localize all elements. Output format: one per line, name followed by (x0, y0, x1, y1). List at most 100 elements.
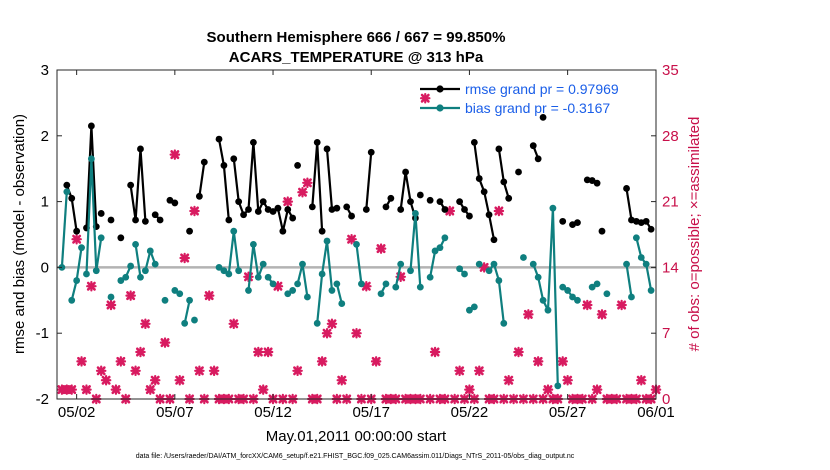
bias-data-point (122, 273, 130, 281)
rmse-data-point (461, 206, 468, 213)
rmse-data-point (73, 227, 81, 235)
obs-assimilated-marker (419, 92, 431, 104)
bias-data-point (284, 290, 292, 298)
obs-assimilated-marker (159, 337, 171, 348)
y-axis-label-left: rmse and bias (model - observation) (11, 114, 28, 354)
rmse-data-point (249, 138, 257, 146)
rmse-data-point (426, 196, 434, 204)
bias-data-point (176, 290, 184, 298)
chart-title-line2: ACARS_TEMPERATURE @ 313 hPa (229, 49, 484, 66)
rmse-data-point (156, 216, 164, 224)
rmse-data-point (485, 211, 493, 219)
obs-assimilated-marker (464, 384, 475, 395)
rmse-data-point (598, 227, 606, 235)
rmse-data-point (367, 148, 375, 156)
rmse-data-point (225, 216, 233, 224)
rmse-series-line (129, 147, 147, 222)
obs-assimilated-marker (115, 356, 127, 367)
y-axis-label-right: # of obs: o=possible; ×=assimilated (686, 117, 703, 352)
rmse-data-point (107, 216, 115, 224)
bias-data-point (83, 270, 90, 278)
bias-data-point (574, 296, 581, 304)
obs-assimilated-marker (523, 309, 534, 320)
obs-assimilated-marker (100, 374, 112, 386)
bias-data-point (171, 287, 179, 294)
rmse-data-point (593, 179, 601, 187)
rmse-data-point (240, 211, 247, 219)
bias-series-line (625, 263, 633, 298)
rmse-data-point (500, 178, 508, 186)
bias-data-point (161, 296, 169, 304)
bias-data-point (416, 283, 424, 291)
bias-data-point (623, 260, 630, 268)
obs-assimilated-marker (616, 299, 627, 311)
bias-series-line (355, 244, 363, 285)
obs-assimilated-marker (493, 205, 505, 217)
bias-data-point (259, 260, 267, 268)
rmse-data-point (515, 168, 522, 176)
rmse-data-point (495, 145, 503, 153)
obs-assimilated-marker (316, 356, 328, 367)
bias-data-point (313, 319, 321, 327)
x-tick-label: 05/07 (156, 404, 194, 421)
x-tick-label: 05/17 (352, 404, 390, 421)
bias-series-line (247, 243, 265, 291)
obs-assimilated-marker (375, 243, 387, 254)
rmse-data-point (220, 162, 228, 169)
bias-data-point (559, 283, 567, 291)
bias-data-point (117, 277, 125, 284)
rmse-data-point (470, 138, 478, 146)
bias-data-point (78, 244, 85, 252)
obs-assimilated-marker (194, 365, 205, 377)
bias-data-point (588, 283, 596, 291)
legend-bias-marker (436, 104, 444, 112)
rmse-data-point (137, 145, 144, 153)
rmse-data-point (441, 206, 449, 213)
rmse-series-line (198, 161, 206, 197)
y-tick-label-right: 7 (662, 325, 670, 342)
rmse-data-point (382, 203, 390, 211)
bias-data-point (392, 283, 400, 291)
obs-assimilated-marker (145, 384, 156, 395)
bias-data-point (304, 293, 311, 301)
bias-series-line (183, 300, 191, 324)
obs-assimilated-marker (591, 384, 603, 395)
x-tick-label: 05/22 (451, 404, 489, 421)
axis-ticks: 05/02 05/07 05/12 05/17 05/22 05/27 06/01 -2 -1 0… (36, 62, 679, 421)
bias-data-point (490, 260, 498, 268)
y-tick-label-right: 0 (662, 391, 670, 408)
bias-data-point (431, 247, 439, 255)
y-tick-label-left: 3 (41, 62, 49, 79)
bias-data-point (323, 237, 331, 245)
bias-data-point (397, 260, 405, 268)
bias-data-point (68, 296, 76, 304)
rmse-data-point (171, 199, 179, 207)
rmse-data-point (407, 198, 414, 206)
rmse-data-point (416, 191, 424, 199)
x-tick-label: 05/12 (254, 404, 292, 421)
rmse-data-point (186, 227, 193, 235)
obs-assimilated-marker (351, 327, 362, 339)
obs-assimilated-marker (582, 299, 593, 311)
rmse-data-point (402, 168, 409, 176)
obs-assimilated-marker (557, 356, 568, 367)
bias-data-point (333, 280, 341, 288)
bias-data-point (358, 280, 365, 288)
bias-data-point (294, 280, 301, 288)
rmse-data-point (480, 188, 488, 196)
rmse-data-point (534, 155, 542, 163)
rmse-data-point (456, 198, 464, 206)
bias-data-point (461, 270, 468, 278)
bias-data-point (407, 267, 414, 275)
chart-title-line1: Southern Hemisphere 666 / 667 = 99.850% (207, 29, 506, 46)
bias-series-line (316, 240, 334, 324)
bias-data-point (637, 254, 645, 261)
obs-assimilated-marker (203, 290, 215, 301)
rmse-data-point (117, 234, 125, 242)
bias-data-point (215, 264, 223, 271)
bias-data-point (642, 260, 650, 268)
rmse-data-point (274, 204, 282, 212)
bias-data-point (569, 293, 576, 301)
bias-data-point (146, 247, 154, 255)
